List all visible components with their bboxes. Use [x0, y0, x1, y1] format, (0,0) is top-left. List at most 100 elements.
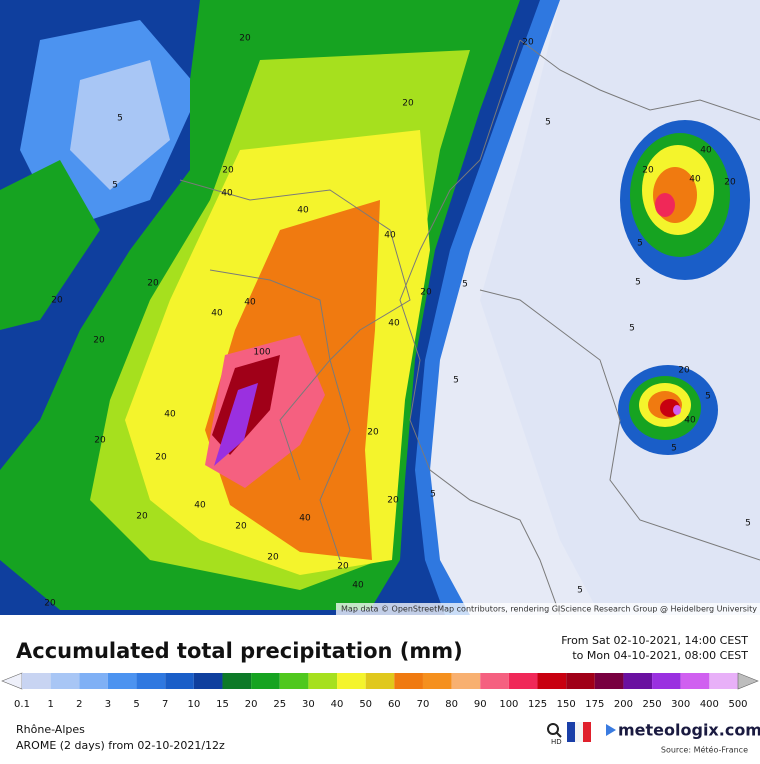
colorbar-label: 3 [105, 699, 111, 710]
colorbar-label: 250 [643, 699, 662, 710]
contour-label: 40 [352, 581, 364, 591]
contour-label: 40 [297, 206, 309, 216]
colorbar-cell [680, 673, 710, 689]
contour-label: 5 [629, 324, 635, 334]
attribution-bg [336, 603, 760, 615]
period-from: From Sat 02-10-2021, 14:00 CEST [561, 634, 748, 647]
colorbar-arrow [1, 672, 23, 690]
colorbar-cell [193, 673, 223, 689]
hd-label: HD [551, 738, 562, 746]
contour-label: 5 [635, 278, 641, 288]
colorbar-cell [508, 673, 538, 689]
colorbar-label: 15 [216, 699, 229, 710]
border [209, 269, 331, 481]
colorbar-arrow [737, 672, 759, 690]
contour-label: 20 [420, 288, 432, 298]
contour-label: 40 [684, 416, 696, 426]
search-icon[interactable] [547, 723, 559, 735]
contour-label: 40 [164, 410, 176, 420]
colorbar-cell [50, 673, 80, 689]
colorbar-cell [165, 673, 194, 689]
contour-label: 5 [745, 519, 751, 529]
colorbar-cell [652, 673, 681, 689]
colorbar-label: 30 [302, 699, 315, 710]
contour-label: 20 [367, 428, 379, 438]
contour-label: 40 [384, 231, 396, 241]
source: Source: Météo-France [661, 745, 748, 755]
contour-label: 40 [689, 175, 701, 185]
contour-label: 20 [642, 166, 654, 176]
contour-label: 40 [211, 309, 223, 319]
colorbar-label: 200 [614, 699, 633, 710]
colorbar-label: 500 [728, 699, 747, 710]
contour-label: 20 [222, 166, 234, 176]
contour-label: 5 [577, 586, 583, 596]
contour-label: 5 [545, 118, 551, 128]
border [399, 39, 561, 615]
contour-label: 20 [402, 99, 414, 109]
colorbar-cell [279, 673, 309, 689]
contour-label: 20 [235, 522, 247, 532]
contour-label: 20 [522, 38, 534, 48]
period-to: to Mon 04-10-2021, 08:00 CEST [572, 649, 748, 662]
colorbar-cell [566, 673, 595, 689]
contour-label: 20 [44, 599, 56, 609]
colorbar-label: 125 [528, 699, 547, 710]
colorbar-label: 175 [585, 699, 604, 710]
colorbar-label: 25 [273, 699, 286, 710]
contour-label: 5 [117, 114, 123, 124]
purple-area [214, 383, 258, 466]
contour-label: 20 [147, 279, 159, 289]
colorbar-cell [623, 673, 653, 689]
contour-label: 5 [462, 280, 468, 290]
contour-label: 5 [112, 181, 118, 191]
contour-label: 40 [244, 298, 256, 308]
colorbar-label: 150 [557, 699, 576, 710]
border [519, 39, 760, 121]
colorbar-label: 70 [417, 699, 430, 710]
colorbar-label: 60 [388, 699, 401, 710]
contour-label: 20 [337, 562, 349, 572]
contour-label: 20 [678, 366, 690, 376]
ne-cell [655, 193, 675, 217]
colorbar-label: 90 [474, 699, 487, 710]
contour-label: 40 [299, 514, 311, 524]
contour-label: 20 [51, 296, 63, 306]
colorbar-cell [22, 673, 51, 689]
flag [575, 722, 583, 742]
colorbar-label: 80 [445, 699, 458, 710]
contour-label: 5 [637, 239, 643, 249]
colorbar-cell [594, 673, 624, 689]
colorbar: 0.1 1 2 3 5 7 10 15 20 25 30 40 50 60 70 80 90 100 125 150 1… [1, 672, 759, 710]
colorbar-cell [365, 673, 395, 689]
contour-label: 20 [724, 178, 736, 188]
colorbar-cell [79, 673, 108, 689]
colorbar-cell [709, 673, 738, 689]
contour-label: 40 [194, 501, 206, 511]
contour-label: 100 [253, 348, 270, 358]
colorbar-label: 300 [671, 699, 690, 710]
border [479, 289, 760, 561]
colorbar-cell [451, 673, 481, 689]
colorbar-cell [337, 673, 366, 689]
contour-label: 20 [387, 496, 399, 506]
colorbar-cell [422, 673, 452, 689]
brand: meteologix.com [618, 721, 760, 740]
colorbar-label: 2 [76, 699, 82, 710]
flag [583, 722, 591, 742]
logo-mark [606, 724, 616, 736]
colorbar-label: 50 [359, 699, 372, 710]
colorbar-label: 1 [47, 699, 53, 710]
search-icon[interactable] [556, 732, 562, 738]
colorbar-label: 400 [700, 699, 719, 710]
colorbar-cell [394, 673, 423, 689]
contour-label: 5 [430, 490, 436, 500]
colorbar-cell [537, 673, 567, 689]
contour-label: 40 [388, 319, 400, 329]
region: Rhône-Alpes [16, 723, 85, 736]
flag [567, 722, 575, 742]
contour-label: 20 [267, 553, 279, 563]
